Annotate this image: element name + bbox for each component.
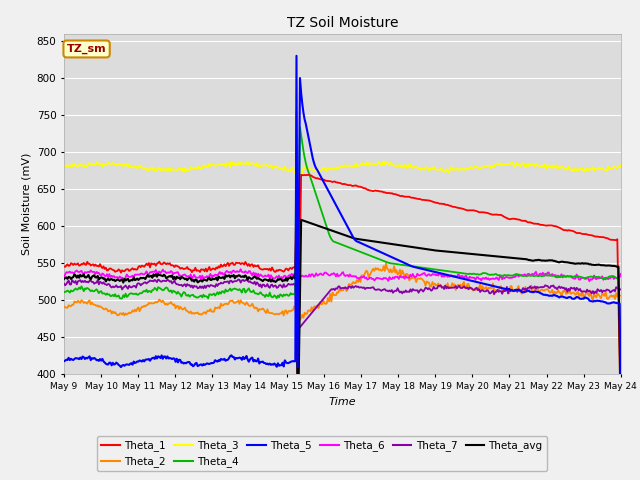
Text: TZ_sm: TZ_sm: [67, 44, 106, 54]
Legend: Theta_1, Theta_2, Theta_3, Theta_4, Theta_5, Theta_6, Theta_7, Theta_avg: Theta_1, Theta_2, Theta_3, Theta_4, Thet…: [97, 436, 547, 471]
Y-axis label: Soil Moisture (mV): Soil Moisture (mV): [21, 153, 31, 255]
X-axis label: Time: Time: [328, 396, 356, 407]
Title: TZ Soil Moisture: TZ Soil Moisture: [287, 16, 398, 30]
